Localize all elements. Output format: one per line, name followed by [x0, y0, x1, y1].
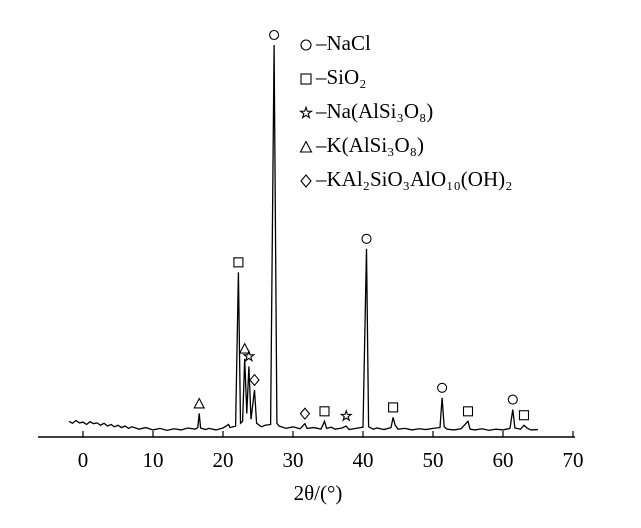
peak-marker: [238, 342, 251, 354]
peak-marker: [339, 409, 353, 422]
x-tick-label: 40: [353, 448, 374, 472]
x-tick-label: 10: [143, 448, 164, 472]
x-tick-label: 50: [423, 448, 444, 472]
legend-label: –K(AlSi₃O₈): [315, 133, 424, 157]
legend-symbol: [300, 39, 312, 51]
x-tick-label: 20: [213, 448, 234, 472]
legend-label: –Na(AlSi₃O₈): [315, 99, 433, 123]
peak-marker: [269, 29, 280, 41]
legend-symbol: [300, 174, 312, 188]
peak-marker: [462, 406, 474, 417]
legend-symbol: [300, 73, 312, 85]
peak-marker: [507, 394, 518, 405]
peak-marker: [299, 407, 311, 420]
peak-marker: [193, 397, 206, 409]
peak-marker: [233, 257, 244, 268]
peak-marker: [242, 349, 256, 363]
x-tick-label: 60: [493, 448, 514, 472]
legend-label: –KAl₂SiO₃AlO₁₀(OH)₂: [315, 167, 512, 191]
peak-marker: [518, 410, 530, 421]
legend-symbol: [299, 140, 313, 153]
legend-label: –SiO₂: [315, 65, 367, 89]
x-tick-label: 30: [283, 448, 304, 472]
peak-marker: [388, 402, 399, 413]
x-tick-label: 70: [563, 448, 584, 472]
x-tick-label: 0: [78, 448, 89, 472]
legend-symbol: [298, 105, 314, 120]
peak-marker: [249, 373, 260, 387]
peak-marker: [319, 406, 330, 417]
peak-marker: [361, 233, 372, 244]
xrd-line: [68, 44, 539, 432]
peak-marker: [437, 382, 448, 393]
x-axis-label: 2θ/(°): [294, 481, 343, 505]
legend-label: –NaCl: [315, 31, 371, 55]
